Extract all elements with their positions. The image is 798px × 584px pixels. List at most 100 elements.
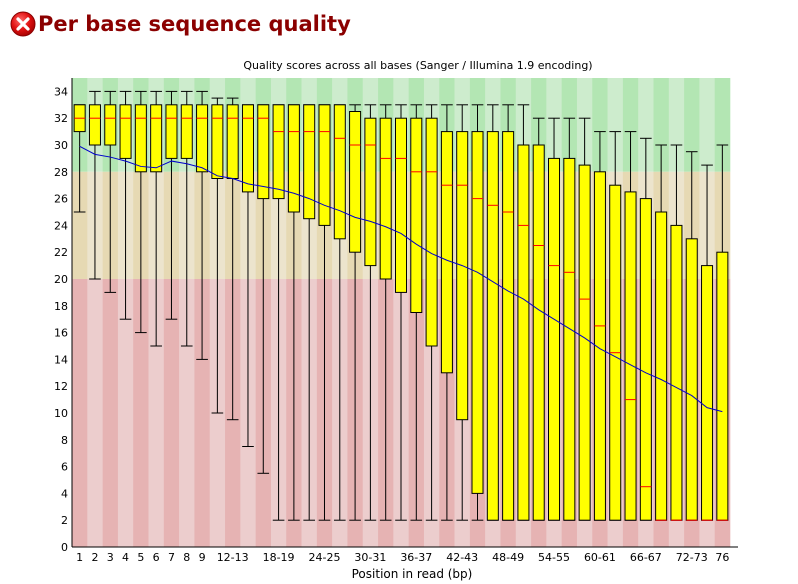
box-72-73 — [685, 151, 698, 521]
zone-fail-stripe — [117, 279, 134, 547]
box-6 — [150, 90, 163, 347]
report-header: Per base sequence quality — [10, 8, 351, 40]
zone-good-stripe — [622, 78, 639, 172]
box-5 — [134, 90, 147, 334]
zone-fail-stripe — [87, 279, 103, 547]
x-tick-label: 36-37 — [400, 551, 432, 564]
x-tick-label: 60-61 — [584, 551, 616, 564]
interquartile-box — [134, 104, 147, 173]
zone-good-stripe — [714, 78, 731, 172]
interquartile-box — [548, 157, 561, 521]
x-tick-label: 48-49 — [492, 551, 524, 564]
interquartile-box — [364, 117, 377, 267]
zone-fail-stripe — [163, 279, 180, 547]
zone-fail-stripe — [194, 279, 211, 547]
box-30-31 — [364, 104, 377, 521]
x-tick-label: 24-25 — [309, 551, 341, 564]
interquartile-box — [104, 104, 117, 146]
interquartile-box — [349, 111, 362, 253]
interquartile-box — [333, 104, 346, 240]
x-tick-label: 76 — [715, 551, 729, 564]
x-tick-label: 4 — [122, 551, 129, 564]
box-36-37 — [410, 104, 423, 521]
box-64-65 — [624, 131, 637, 521]
box-4 — [119, 90, 132, 320]
x-tick-label: 3 — [107, 551, 114, 564]
y-tick-label: 20 — [54, 273, 68, 286]
box-68-69 — [655, 144, 668, 521]
interquartile-box — [425, 117, 438, 347]
interquartile-box — [287, 104, 300, 213]
box-8 — [180, 90, 193, 347]
y-tick-label: 26 — [54, 193, 68, 206]
box-26-27 — [333, 104, 346, 521]
y-tick-label: 18 — [54, 300, 68, 313]
box-46-47 — [486, 104, 499, 521]
box-series — [73, 90, 729, 521]
x-axis-label: Position in read (bp) — [352, 567, 473, 581]
y-tick-label: 4 — [61, 487, 68, 500]
x-tick-label: 9 — [199, 551, 206, 564]
interquartile-box — [517, 144, 530, 521]
interquartile-box — [440, 131, 453, 374]
interquartile-box — [196, 104, 209, 173]
interquartile-box — [226, 104, 239, 179]
box-48-49 — [502, 104, 515, 521]
interquartile-box — [532, 144, 545, 521]
interquartile-box — [563, 157, 576, 521]
interquartile-box — [701, 265, 714, 521]
box-20-21 — [287, 104, 300, 521]
interquartile-box — [624, 191, 637, 521]
interquartile-box — [150, 104, 163, 173]
zone-good-stripe — [592, 78, 608, 172]
mean-series — [79, 145, 723, 413]
box-7 — [165, 90, 178, 320]
box-76 — [716, 144, 729, 521]
y-tick-label: 28 — [54, 166, 68, 179]
box-74-75 — [701, 164, 714, 521]
box-62-63 — [609, 131, 622, 521]
interquartile-box — [379, 117, 392, 280]
y-tick-label: 12 — [54, 380, 68, 393]
x-tick-label: 42-43 — [446, 551, 478, 564]
box-2 — [88, 90, 101, 280]
x-tick-label: 12-13 — [217, 551, 249, 564]
y-tick-label: 30 — [54, 139, 68, 152]
interquartile-box — [456, 131, 469, 421]
interquartile-box — [670, 224, 683, 521]
box-58-59 — [578, 117, 591, 521]
interquartile-box — [502, 131, 515, 521]
zone-good-stripe — [668, 78, 685, 172]
box-24-25 — [318, 104, 331, 521]
y-tick-label: 2 — [61, 514, 68, 527]
x-tick-label: 1 — [76, 551, 83, 564]
interquartile-box — [639, 198, 652, 521]
y-tick-label: 8 — [61, 434, 68, 447]
box-10-11 — [211, 97, 224, 414]
zone-good-stripe — [653, 78, 670, 172]
x-tick-label: 5 — [137, 551, 144, 564]
y-tick-label: 16 — [54, 327, 68, 340]
box-32-33 — [379, 104, 392, 521]
interquartile-box — [119, 104, 132, 159]
x-tick-label: 54-55 — [538, 551, 570, 564]
interquartile-box — [394, 117, 408, 293]
x-tick-label: 66-67 — [630, 551, 662, 564]
x-tick-label: 2 — [91, 551, 98, 564]
interquartile-box — [685, 238, 698, 521]
box-22-23 — [303, 104, 316, 521]
chart-title: Quality scores across all bases (Sanger … — [243, 59, 592, 72]
box-16-17 — [257, 104, 270, 474]
box-42-43 — [456, 104, 469, 521]
interquartile-box — [257, 104, 270, 200]
box-44-45 — [471, 104, 484, 521]
interquartile-box — [211, 104, 224, 179]
interquartile-box — [593, 171, 606, 521]
box-70-71 — [670, 144, 683, 521]
zone-good-stripe — [684, 78, 700, 172]
zone-good-stripe — [699, 78, 715, 172]
interquartile-box — [272, 104, 285, 200]
box-52-53 — [532, 117, 545, 521]
